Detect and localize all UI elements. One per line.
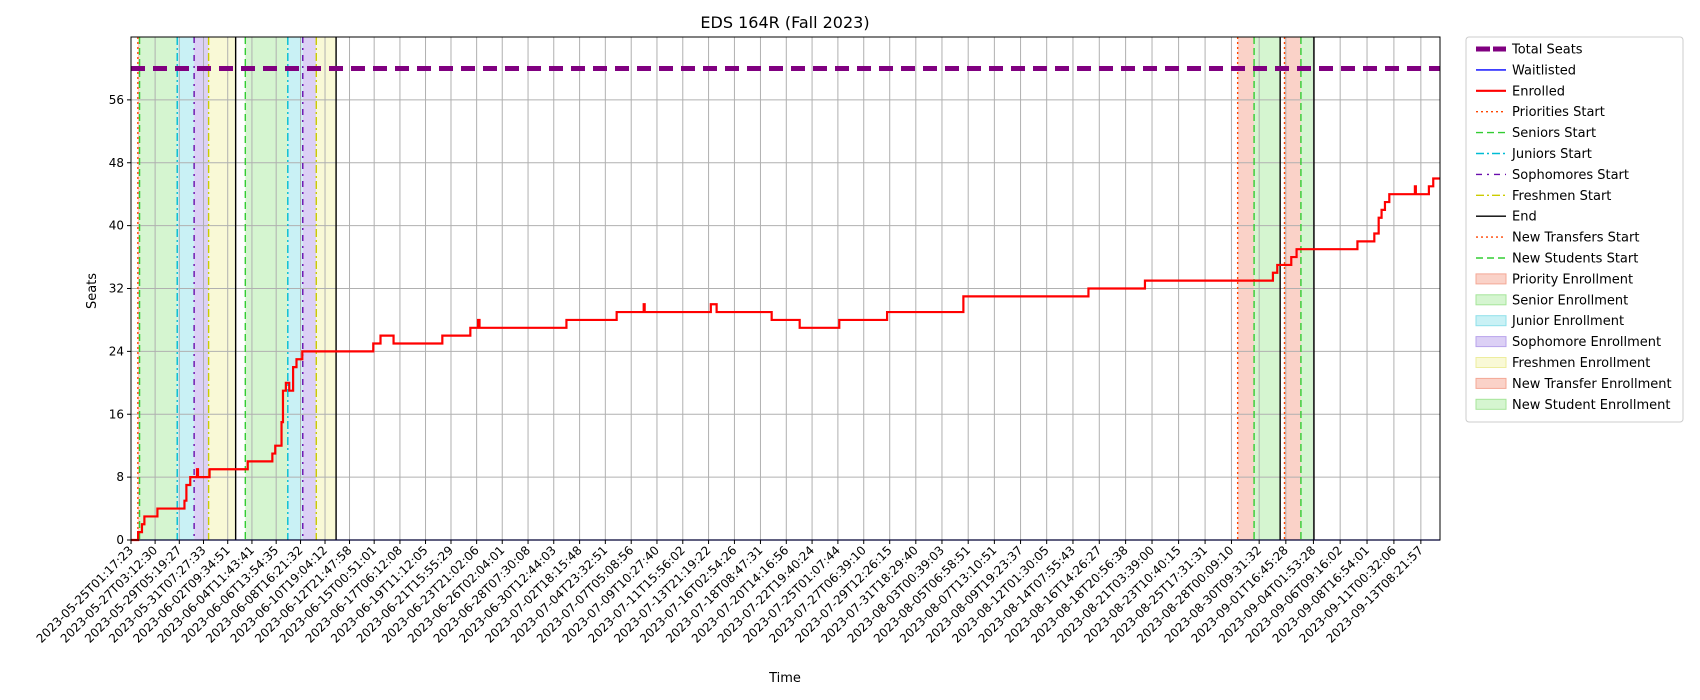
y-tick-label: 0 bbox=[116, 533, 124, 547]
legend-label: Enrolled bbox=[1512, 84, 1565, 99]
legend-label: Priorities Start bbox=[1512, 105, 1605, 120]
legend: Total Seats Waitlisted Enrolled Priorities … bbox=[1465, 36, 1684, 423]
event-lines bbox=[137, 37, 1315, 540]
legend-label: Seniors Start bbox=[1512, 126, 1596, 141]
legend-label: End bbox=[1512, 210, 1537, 225]
y-axis: 0 8 16 24 32 40 48 56 bbox=[109, 93, 131, 547]
legend-label: Senior Enrollment bbox=[1512, 293, 1628, 308]
legend-label: Junior Enrollment bbox=[1511, 314, 1624, 329]
legend-label: Freshmen Start bbox=[1512, 189, 1611, 204]
y-tick-label: 56 bbox=[109, 93, 124, 107]
legend-item-end: End bbox=[1476, 210, 1537, 225]
y-tick-label: 16 bbox=[109, 407, 124, 421]
legend-swatch bbox=[1475, 336, 1507, 348]
legend-item-junior-enrollment: Junior Enrollment bbox=[1475, 314, 1624, 329]
legend-label: New Transfers Start bbox=[1512, 231, 1639, 246]
legend-label: Sophomore Enrollment bbox=[1512, 335, 1661, 350]
chart-title: EDS 164R (Fall 2023) bbox=[700, 13, 869, 32]
legend-item-priority-enrollment: Priority Enrollment bbox=[1475, 272, 1633, 287]
legend-item-total-seats: Total Seats bbox=[1476, 43, 1583, 58]
legend-item-new-transfers-start: New Transfers Start bbox=[1476, 231, 1639, 246]
legend-swatch bbox=[1475, 377, 1507, 389]
legend-item-sophomores-start: Sophomores Start bbox=[1476, 168, 1629, 183]
legend-item-senior-enrollment: Senior Enrollment bbox=[1475, 293, 1628, 308]
legend-label: Waitlisted bbox=[1512, 63, 1576, 78]
legend-swatch bbox=[1475, 294, 1507, 306]
legend-item-new-transfer-enrollment: New Transfer Enrollment bbox=[1475, 377, 1672, 392]
legend-label: Juniors Start bbox=[1511, 147, 1592, 162]
legend-item-juniors-start: Juniors Start bbox=[1476, 147, 1592, 162]
legend-label: New Students Start bbox=[1512, 252, 1638, 267]
legend-label: Freshmen Enrollment bbox=[1512, 356, 1650, 371]
legend-box bbox=[1465, 36, 1684, 423]
legend-label: Total Seats bbox=[1511, 43, 1583, 58]
y-tick-label: 8 bbox=[116, 470, 124, 484]
legend-label: New Student Enrollment bbox=[1512, 398, 1670, 413]
legend-swatch bbox=[1475, 315, 1507, 327]
legend-label: Sophomores Start bbox=[1512, 168, 1629, 183]
legend-item-priorities-start: Priorities Start bbox=[1476, 105, 1605, 120]
series-enrolled bbox=[131, 177, 1440, 542]
y-tick-label: 32 bbox=[109, 282, 124, 296]
legend-item-seniors-start: Seniors Start bbox=[1476, 126, 1596, 141]
legend-swatch bbox=[1475, 398, 1507, 410]
legend-label: Priority Enrollment bbox=[1512, 272, 1633, 287]
legend-label: New Transfer Enrollment bbox=[1512, 377, 1672, 392]
legend-item-freshmen-enrollment: Freshmen Enrollment bbox=[1475, 356, 1650, 371]
x-axis-label: Time bbox=[768, 671, 801, 686]
legend-swatch bbox=[1475, 273, 1507, 285]
y-axis-label: Seats bbox=[85, 273, 100, 309]
x-axis: 2023-05-25T01:17:232023-05-27T03:12:3020… bbox=[34, 540, 1426, 646]
y-tick-label: 24 bbox=[109, 344, 124, 358]
legend-item-new-student-enrollment: New Student Enrollment bbox=[1475, 398, 1670, 413]
legend-item-sophomore-enrollment: Sophomore Enrollment bbox=[1475, 335, 1661, 350]
legend-item-freshmen-start: Freshmen Start bbox=[1476, 189, 1611, 204]
y-tick-label: 40 bbox=[109, 219, 124, 233]
legend-item-waitlisted: Waitlisted bbox=[1476, 63, 1576, 78]
legend-item-new-students-start: New Students Start bbox=[1476, 252, 1638, 267]
y-tick-label: 48 bbox=[109, 156, 124, 170]
legend-swatch bbox=[1475, 357, 1507, 368]
legend-item-enrolled: Enrolled bbox=[1476, 84, 1565, 99]
